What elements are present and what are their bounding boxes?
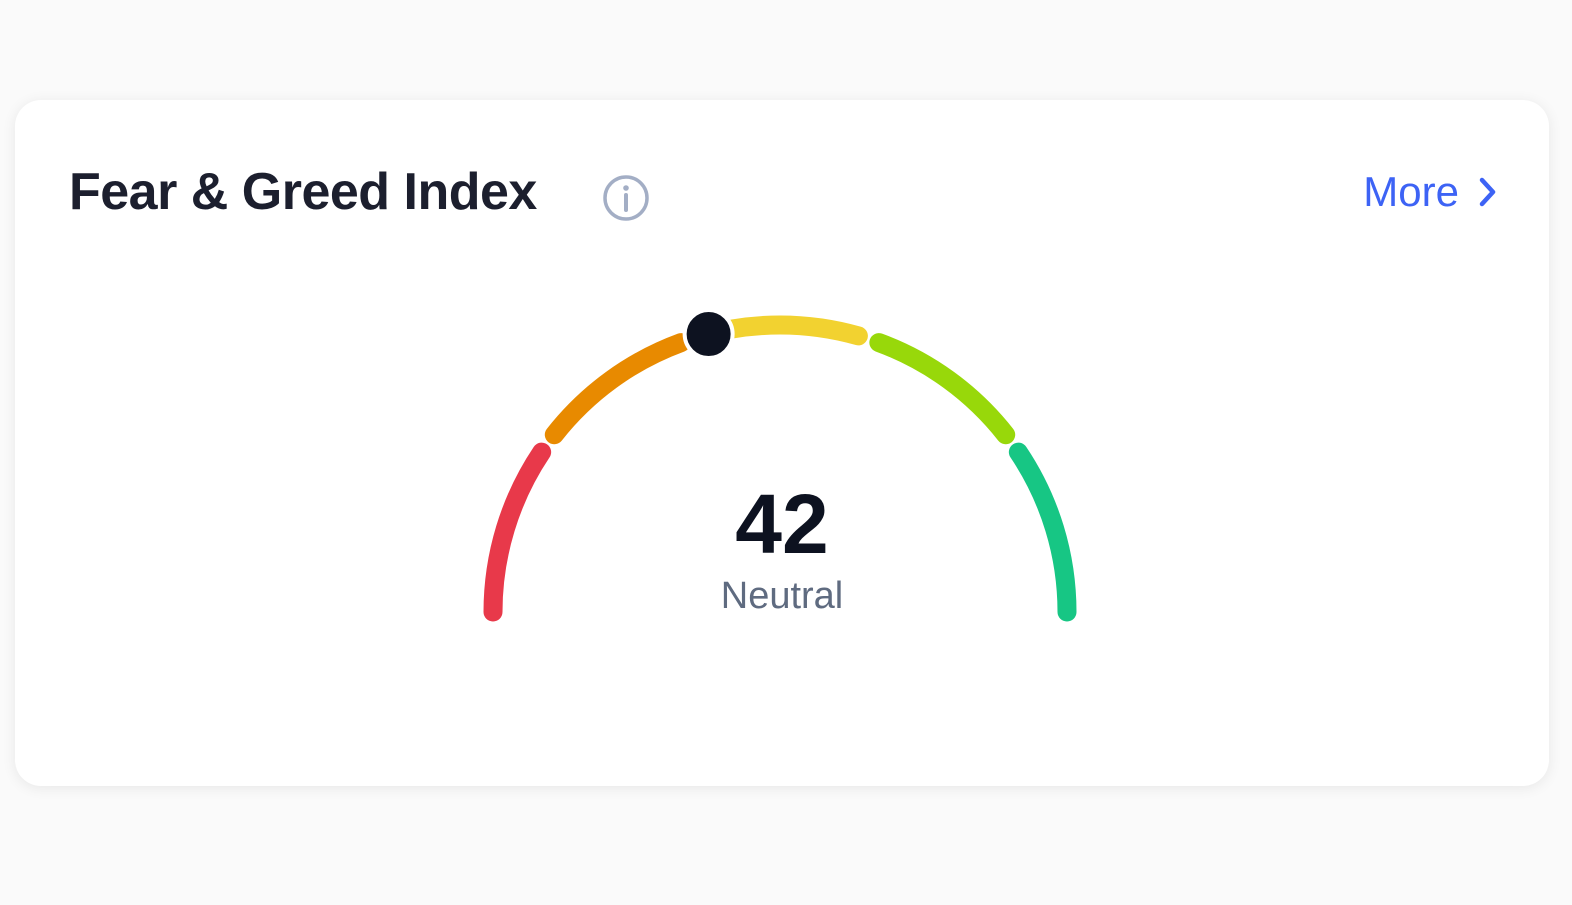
gauge-value: 42 <box>735 477 828 571</box>
gauge-marker <box>682 308 735 361</box>
gauge-segment <box>483 442 552 622</box>
gauge-label: Neutral <box>721 575 844 617</box>
info-icon[interactable] <box>601 173 651 223</box>
card: Fear & Greed Index More 42 Neutral <box>15 100 1549 786</box>
gauge-segment <box>1008 442 1077 622</box>
gauge-segment <box>544 333 691 445</box>
more-text[interactable]: More <box>1363 168 1459 215</box>
gauge-segment <box>869 333 1016 445</box>
card-title: Fear & Greed Index <box>69 163 537 221</box>
chevron-icon <box>1479 177 1496 207</box>
more-link[interactable]: More <box>1363 168 1497 216</box>
